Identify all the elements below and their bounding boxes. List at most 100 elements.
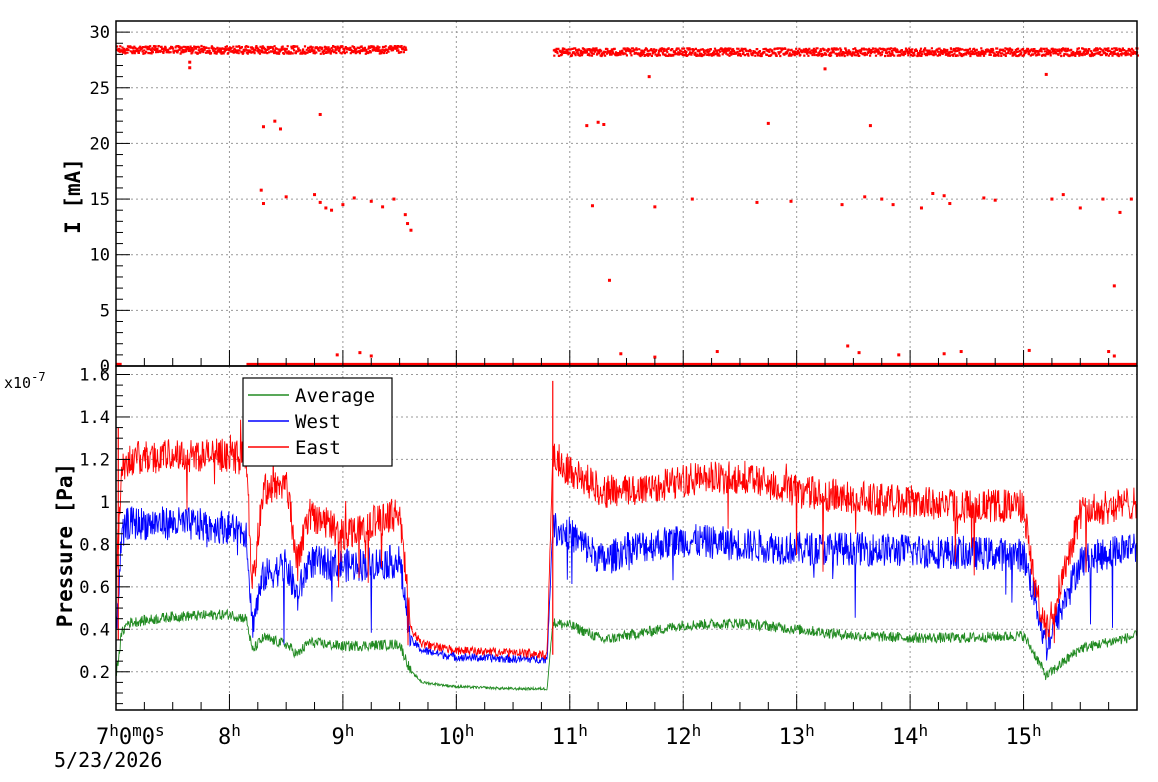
pressure-multiplier-base: x10	[4, 374, 31, 392]
x-tick-label: 13h	[779, 721, 815, 750]
current-outlier-point	[1129, 197, 1133, 201]
series-line-east	[115, 419, 1137, 660]
x-tick-number: 10	[438, 725, 465, 750]
x-tick-number: 7	[96, 725, 109, 750]
current-outlier-point	[278, 127, 282, 131]
current-y-tick-label: 0	[100, 357, 110, 377]
x-tick-label: 8h	[218, 721, 241, 750]
current-y-axis-title: I [mA]	[61, 158, 85, 234]
x-tick-unit: h	[805, 721, 815, 740]
x-tick-label: 9h	[331, 721, 354, 750]
current-outlier-point	[403, 213, 407, 217]
x-tick-unit: h	[465, 721, 475, 740]
current-y-tick-label: 25	[90, 79, 110, 99]
pressure-y-tick-label: 1	[100, 493, 110, 513]
current-x-ticks	[115, 350, 1138, 366]
x-tick-label: 7h0m0s	[96, 721, 165, 750]
current-outlier-point	[284, 195, 288, 199]
x-tick-unit: h	[919, 721, 929, 740]
current-outlier-point	[188, 60, 192, 64]
current-outlier-point	[755, 200, 759, 204]
current-outlier-point	[602, 123, 606, 126]
pressure-multiplier-label: x10-7	[4, 370, 46, 392]
x-tick-unit: h	[231, 721, 241, 740]
current-outlier-point	[897, 353, 901, 357]
current-outlier-point	[261, 202, 265, 206]
current-outlier-point	[585, 124, 589, 128]
current-outlier-point	[596, 120, 600, 124]
x-tick-number: 15	[1005, 725, 1032, 750]
x-tick-number: 13	[779, 725, 806, 750]
x-tick-unit: h	[692, 721, 702, 740]
pressure-y-tick-label: 0.2	[79, 663, 110, 683]
x-tick-label: 14h	[892, 721, 928, 750]
x-tick-number: 14	[892, 725, 919, 750]
x-tick-unit: m	[132, 721, 142, 740]
x-tick-number: 12	[665, 725, 692, 750]
current-outlier-point	[261, 125, 265, 129]
pressure-panel: 0.20.40.60.811.21.41.6 7h0m0s 8h 9h 10h 11h 1…	[4, 365, 1138, 750]
pressure-y-tick-label: 0.8	[79, 535, 110, 555]
x-tick-label: 11h	[552, 721, 588, 750]
current-outlier-point	[358, 351, 362, 355]
current-outlier-point	[318, 112, 322, 116]
current-outlier-point	[647, 75, 651, 79]
current-outlier-point	[766, 121, 770, 125]
current-outlier-point	[789, 199, 793, 203]
x-tick-label: 10h	[438, 721, 474, 750]
current-outlier-point	[318, 200, 322, 204]
current-outlier-point	[406, 222, 410, 226]
pressure-y-tick-label: 0.4	[79, 620, 110, 640]
current-outlier-point	[273, 119, 277, 123]
current-outlier-point	[409, 228, 413, 232]
current-outlier-point	[1118, 210, 1122, 214]
current-y-tick-label: 15	[90, 190, 110, 210]
current-outlier-point	[1101, 197, 1105, 201]
legend-label-east: East	[295, 437, 341, 459]
current-outlier-point	[352, 196, 356, 200]
current-outlier-point	[690, 197, 694, 201]
legend-label-average: Average	[295, 385, 375, 407]
current-outlier-point	[1061, 193, 1065, 197]
pressure-y-tick-label: 0.6	[79, 578, 110, 598]
current-y-tick-label: 5	[100, 301, 110, 321]
current-outlier-point	[891, 203, 895, 207]
pressure-series	[115, 380, 1137, 692]
legend-box	[242, 377, 393, 467]
current-outlier-point	[868, 124, 872, 128]
current-outlier-point	[324, 206, 328, 210]
x-tick-unit: h	[578, 721, 588, 740]
current-outlier-point	[335, 353, 339, 357]
current-outlier-point	[330, 208, 334, 212]
current-y-axis: 0 5 10 15 20 25 30	[90, 20, 130, 377]
x-tick-unit: h	[109, 721, 119, 740]
x-tick-value: 0	[119, 725, 132, 750]
current-outlier-point	[942, 194, 946, 198]
current-outlier-point	[715, 350, 719, 354]
current-outlier-point	[880, 197, 884, 201]
current-outlier-point	[959, 350, 963, 354]
pressure-y-tick-label: 1.2	[79, 450, 110, 470]
pressure-y-axis-title: Pressure [Pa]	[53, 463, 77, 627]
x-tick-unit: h	[1032, 721, 1042, 740]
x-tick-value: 0	[142, 725, 155, 750]
current-outlier-point	[1078, 206, 1082, 210]
current-outlier-point	[392, 197, 396, 201]
current-grid	[116, 21, 1137, 366]
current-outlier-point	[1027, 348, 1031, 352]
legend: Average West East	[242, 377, 393, 467]
pressure-y-tick-label: 1.4	[79, 408, 110, 428]
current-outlier-point	[607, 278, 611, 282]
legend-label-west: West	[295, 411, 341, 433]
current-y-tick-label: 20	[90, 134, 110, 154]
current-outlier-point	[840, 203, 844, 207]
current-outlier-point	[982, 196, 986, 200]
current-outlier-point	[369, 354, 373, 358]
current-outlier-point	[188, 66, 192, 70]
current-outlier-point	[653, 205, 657, 209]
x-tick-label: 12h	[665, 721, 701, 750]
pressure-y-tick-label: 1.6	[79, 365, 110, 385]
current-outlier-point	[341, 203, 345, 207]
